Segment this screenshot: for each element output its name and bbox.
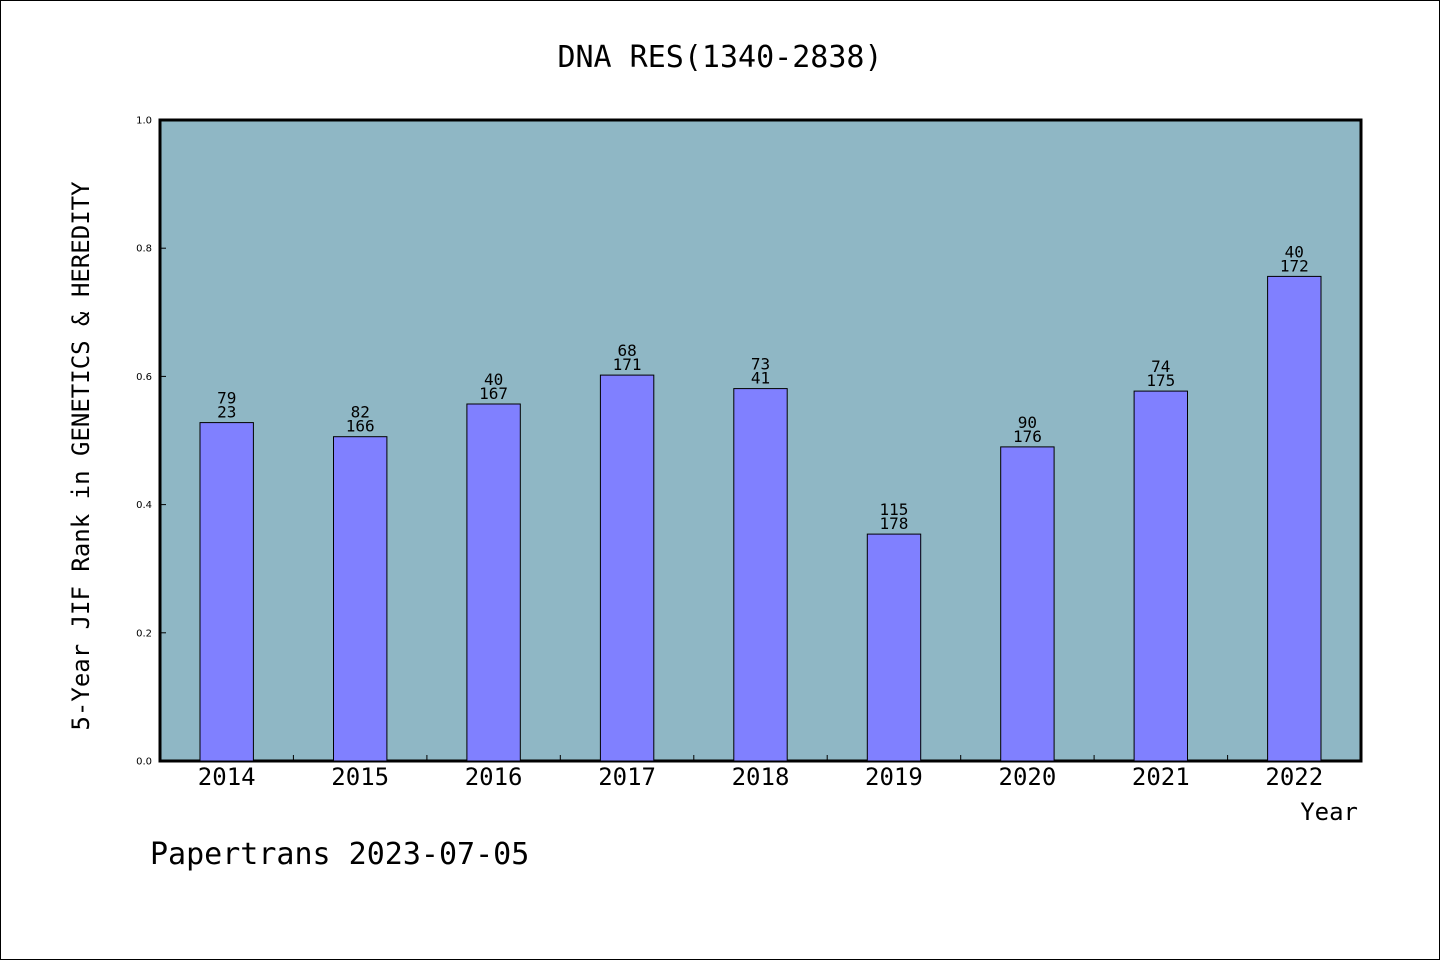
chart-title: DNA RES(1340-2838) (557, 40, 882, 75)
bar-2017 (599, 374, 655, 762)
bar-2021 (1133, 390, 1188, 762)
bar-2020 (1000, 446, 1055, 762)
bar-label-rank-2020: 90 (1018, 413, 1037, 432)
bar-label-total-2022: 172 (1280, 256, 1309, 275)
bar-label-total-2021: 175 (1146, 371, 1175, 390)
x-tick-label-2017: 2017 (598, 763, 656, 791)
bar-2014 (199, 422, 254, 762)
bar-label-total-2014: 23 (217, 403, 236, 422)
x-tick-label-2018: 2018 (732, 763, 790, 791)
bar-label-total-2020: 176 (1013, 427, 1042, 446)
bar-label-rank-2021: 74 (1151, 357, 1170, 376)
x-tick-label-2015: 2015 (331, 763, 389, 791)
bar-label-total-2019: 178 (879, 514, 908, 533)
y-axis: 0.0 0.2 0.4 0.6 0.8 1.0 (136, 116, 166, 768)
x-axis-label: Year (1300, 798, 1358, 826)
bar-label-rank-2022: 40 (1285, 242, 1304, 261)
bar-label-total-2018: 41 (751, 369, 770, 388)
x-axis: 2014 2015 2016 2017 2018 2019 2020 2021 2022 (198, 755, 1323, 791)
bar-2016 (466, 403, 521, 762)
bar-label-rank-2019: 115 (879, 500, 908, 519)
bar-2018 (733, 388, 788, 762)
x-tick-label-2016: 2016 (465, 763, 523, 791)
bar-label-total-2017: 171 (613, 355, 642, 374)
footer-text: Papertrans 2023-07-05 (150, 837, 529, 872)
x-tick-label-2022: 2022 (1265, 763, 1323, 791)
bar-label-rank-2016: 40 (484, 370, 503, 389)
y-tick-label: 1.0 (136, 116, 152, 127)
y-tick-label: 0.2 (136, 628, 152, 639)
y-tick-label: 0.0 (136, 757, 152, 768)
x-tick-label-2019: 2019 (865, 763, 923, 791)
x-tick-label-2020: 2020 (999, 763, 1057, 791)
y-tick-label: 0.6 (136, 372, 152, 383)
bar-label-rank-2018: 73 (751, 355, 770, 374)
y-tick-label: 0.8 (136, 244, 152, 255)
bar-label-rank-2015: 82 (351, 403, 370, 422)
bar-label-rank-2017: 68 (617, 341, 636, 360)
bar-label-total-2015: 166 (346, 417, 375, 436)
x-tick-label-2014: 2014 (198, 763, 256, 791)
bar-label-total-2016: 167 (479, 384, 508, 403)
bar-2022 (1267, 275, 1322, 762)
bars-group (199, 275, 1322, 762)
x-tick-label-2021: 2021 (1132, 763, 1190, 791)
bar-label-rank-2014: 79 (217, 389, 236, 408)
y-tick-label: 0.4 (136, 500, 152, 511)
bar-2015 (333, 436, 388, 762)
bar-2019 (866, 533, 922, 762)
y-axis-label: 5-Year JIF Rank in GENETICS & HEREDITY (67, 181, 95, 731)
